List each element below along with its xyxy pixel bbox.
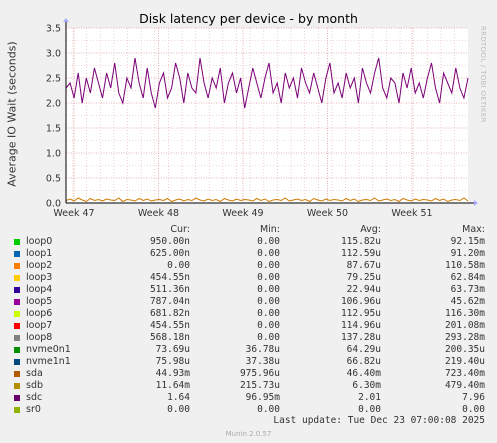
y-tick-label: 0.5 — [46, 174, 61, 185]
y-axis-arrow — [63, 18, 69, 22]
x-tick-label: Week 49 — [222, 208, 263, 219]
y-tick-label: 3.0 — [46, 49, 61, 60]
last-update: Last update: Tue Dec 23 07:00:08 2025 — [273, 415, 485, 426]
y-tick-label: 3.5 — [46, 24, 61, 35]
x-tick-label: Week 47 — [53, 208, 94, 219]
y-tick-label: 2.0 — [46, 99, 61, 110]
y-tick-label: 1.5 — [46, 124, 61, 135]
x-axis-arrow — [474, 200, 478, 206]
y-tick-label: 1.0 — [46, 149, 61, 160]
series-line-sdc — [65, 57, 469, 109]
y-tick-label: 2.5 — [46, 74, 61, 85]
chart-title: Disk latency per device - by month — [139, 11, 358, 26]
x-tick-label: Week 50 — [307, 208, 348, 219]
x-tick-label: Week 48 — [138, 208, 179, 219]
x-tick-label: Week 51 — [391, 208, 432, 219]
y-tick-label: 0.0 — [46, 199, 61, 210]
series-line-sdb — [65, 197, 469, 203]
munin-version: Munin 2.0.57 — [225, 430, 272, 438]
